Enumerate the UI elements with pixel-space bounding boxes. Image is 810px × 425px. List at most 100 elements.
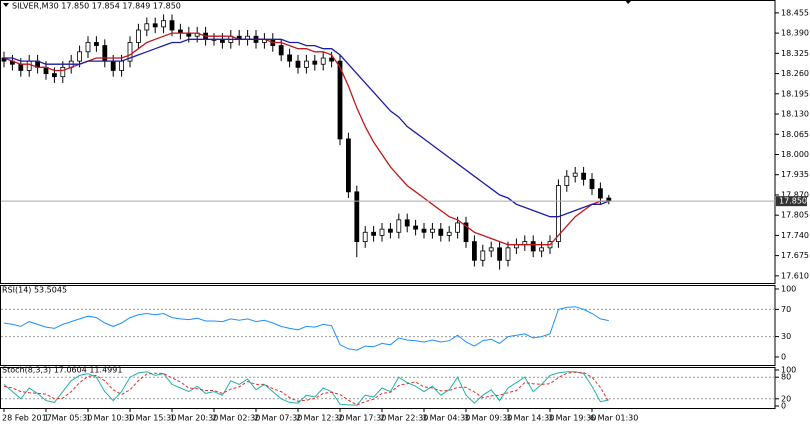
y-tick-label: 17.740 bbox=[781, 231, 809, 240]
last-price-box bbox=[776, 196, 807, 207]
x-tick-label: 3 Mar 14:30 bbox=[506, 414, 554, 423]
candle-body bbox=[421, 228, 427, 233]
candle-body bbox=[362, 231, 368, 243]
candle-body bbox=[161, 20, 167, 28]
candle-body bbox=[278, 45, 284, 56]
candle-body bbox=[572, 172, 578, 177]
candle-body bbox=[354, 191, 360, 243]
indicator-line bbox=[4, 38, 610, 218]
candle-body bbox=[455, 222, 461, 233]
panel-title: Stoch(8,3,3) 17.0604 11.4991 bbox=[2, 366, 122, 375]
candle-body bbox=[446, 231, 452, 236]
y-tick-label: 0 bbox=[781, 353, 786, 362]
x-tick-label: 3 Mar 19:30 bbox=[548, 414, 596, 423]
candle-body bbox=[127, 42, 133, 62]
x-tick-label: 2 Mar 02:30 bbox=[212, 414, 260, 423]
y-tick-label: 100 bbox=[781, 366, 796, 375]
candle-body bbox=[77, 51, 82, 62]
candle-body bbox=[26, 60, 32, 71]
candle-body bbox=[530, 241, 536, 252]
candle-body bbox=[320, 57, 326, 65]
candle-body bbox=[488, 247, 494, 252]
indicator-line bbox=[3, 371, 609, 406]
x-tick-label: 28 Feb 2017 bbox=[2, 414, 52, 423]
y-tick-label: 18.455 bbox=[781, 8, 809, 17]
x-tick-label: 2 Mar 17:30 bbox=[338, 414, 386, 423]
y-tick-label: 100 bbox=[781, 285, 796, 294]
x-tick-label: 1 Mar 20:30 bbox=[170, 414, 218, 423]
candle-body bbox=[312, 60, 318, 65]
candle-body bbox=[505, 247, 511, 261]
y-tick-label: 17.805 bbox=[781, 211, 809, 220]
last-price-label: 17.850 bbox=[779, 197, 807, 206]
candle-body bbox=[85, 42, 91, 53]
y-tick-label: 18.065 bbox=[781, 130, 809, 139]
y-tick-label: 30 bbox=[781, 332, 791, 341]
x-tick-label: 2 Mar 12:30 bbox=[296, 414, 344, 423]
y-tick-label: 0 bbox=[781, 402, 786, 411]
y-tick-label: 18.130 bbox=[781, 110, 809, 119]
y-tick-label: 80 bbox=[781, 373, 791, 382]
menu-icon bbox=[3, 3, 9, 7]
y-tick-label: 70 bbox=[781, 305, 791, 314]
candle-body bbox=[379, 228, 385, 236]
candle-body bbox=[387, 228, 393, 233]
candle-body bbox=[480, 250, 486, 261]
chart-title: SILVER,M30 17.850 17.854 17.849 17.850 bbox=[12, 2, 181, 11]
candle-body bbox=[345, 138, 351, 193]
candle-body bbox=[303, 60, 309, 68]
candle-body bbox=[438, 228, 444, 236]
y-tick-label: 18.325 bbox=[781, 49, 809, 58]
y-tick-label: 20 bbox=[781, 394, 791, 403]
candle-body bbox=[295, 60, 301, 68]
candle-body bbox=[429, 228, 435, 233]
indicator-line bbox=[3, 306, 609, 351]
y-tick-label: 17.935 bbox=[781, 170, 809, 179]
x-tick-label: 2 Mar 22:30 bbox=[380, 414, 428, 423]
candle-body bbox=[119, 60, 124, 71]
y-tick-label: 18.390 bbox=[781, 29, 809, 38]
candle-body bbox=[52, 73, 57, 78]
candle-body bbox=[598, 188, 603, 199]
candle-body bbox=[463, 222, 469, 243]
candle-body bbox=[135, 29, 141, 43]
panel-frame bbox=[0, 367, 776, 409]
candle-body bbox=[581, 172, 586, 180]
candle-body bbox=[471, 241, 477, 261]
y-tick-label: 17.610 bbox=[781, 271, 809, 280]
y-tick-label: 18.260 bbox=[781, 69, 809, 78]
panel-title: RSI(14) 53.5045 bbox=[2, 286, 67, 295]
candle-body bbox=[337, 60, 343, 140]
x-tick-label: 3 Mar 09:30 bbox=[464, 414, 512, 423]
candle-body bbox=[169, 20, 175, 31]
candle-body bbox=[18, 63, 24, 71]
candle-body bbox=[556, 185, 561, 243]
candle-body bbox=[564, 175, 570, 186]
candle-body bbox=[60, 66, 66, 78]
y-tick-label: 17.675 bbox=[781, 251, 809, 260]
candle-body bbox=[404, 219, 410, 227]
candle-body bbox=[497, 247, 503, 261]
y-tick-label: 18.195 bbox=[781, 89, 809, 98]
candle-body bbox=[94, 42, 99, 46]
y-tick-label: 18.000 bbox=[781, 150, 809, 159]
panel-frame bbox=[0, 0, 776, 284]
x-tick-label: 1 Mar 05:30 bbox=[44, 414, 92, 423]
x-tick-label: 2 Mar 07:30 bbox=[254, 414, 302, 423]
candle-body bbox=[287, 54, 293, 62]
candle-body bbox=[396, 219, 402, 233]
candle-body bbox=[589, 178, 595, 190]
x-tick-label: 3 Mar 04:30 bbox=[422, 414, 470, 423]
candle-body bbox=[152, 23, 158, 28]
candle-body bbox=[371, 231, 377, 236]
candle-body bbox=[144, 23, 150, 31]
candle-body bbox=[102, 45, 108, 62]
x-tick-label: 1 Mar 15:30 bbox=[128, 414, 176, 423]
x-tick-label: 6 Mar 01:30 bbox=[590, 414, 638, 423]
candle-body bbox=[110, 60, 116, 71]
panel-frame bbox=[0, 285, 776, 366]
y-tick-label: 17.870 bbox=[781, 190, 809, 199]
